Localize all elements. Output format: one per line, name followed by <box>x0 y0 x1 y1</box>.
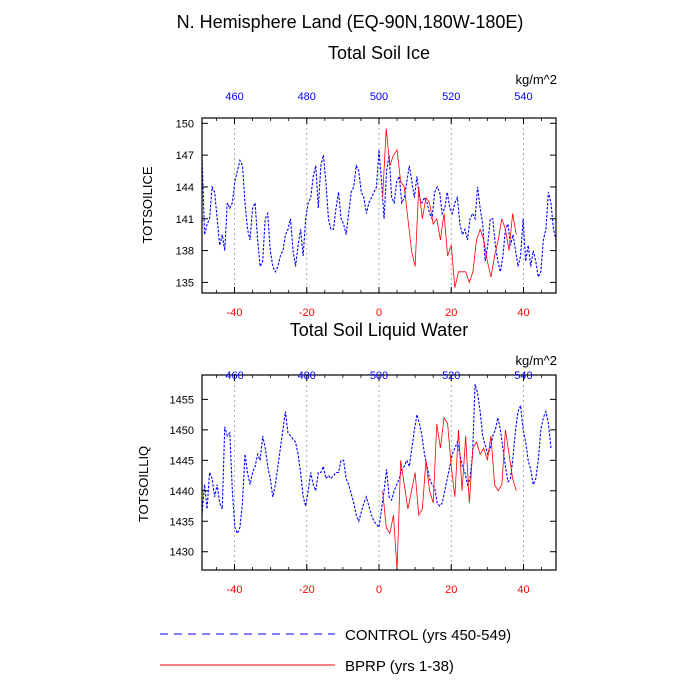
legend: CONTROL (yrs 450-549) BPRP (yrs 1-38) <box>160 627 511 675</box>
x-tick-label: 40 <box>517 584 529 596</box>
x-top-tick-label: 460 <box>225 91 243 103</box>
y-axis-label: TOTSOILICE <box>140 166 155 243</box>
x-top-tick-label: 500 <box>370 91 388 103</box>
y-tick-label: 1435 <box>170 516 194 528</box>
series-line-control <box>202 383 552 535</box>
units-label: kg/m^2 <box>515 72 557 87</box>
y-tick-label: 141 <box>176 214 194 226</box>
y-tick-label: 1440 <box>170 486 194 498</box>
chart-title: Total Soil Ice <box>328 43 430 63</box>
x-top-tick-label: 520 <box>442 370 460 382</box>
y-tick-label: 150 <box>176 118 194 130</box>
y-tick-label: 135 <box>176 277 194 289</box>
legend-label-control: CONTROL (yrs 450-549) <box>345 627 511 644</box>
series-line-bprp <box>382 416 517 570</box>
figure-title: N. Hemisphere Land (EQ-90N,180W-180E) <box>177 12 524 32</box>
y-tick-label: 1450 <box>170 425 194 437</box>
x-tick-label: -40 <box>227 584 243 596</box>
x-top-tick-label: 500 <box>370 370 388 382</box>
x-top-tick-label: 460 <box>225 370 243 382</box>
y-tick-label: 138 <box>176 246 194 258</box>
y-tick-label: 147 <box>176 150 194 162</box>
x-top-tick-label: 480 <box>298 91 316 103</box>
x-tick-label: 40 <box>517 307 529 319</box>
x-top-tick-label: 480 <box>298 370 316 382</box>
series-line-bprp <box>382 128 517 288</box>
x-top-tick-label: 540 <box>514 370 532 382</box>
x-tick-label: 0 <box>376 307 382 319</box>
x-tick-label: 20 <box>445 584 457 596</box>
legend-label-bprp: BPRP (yrs 1-38) <box>345 658 454 675</box>
x-tick-label: -20 <box>299 584 315 596</box>
series-line-control <box>202 149 556 279</box>
y-axis-label: TOTSOILLIQ <box>136 446 151 522</box>
x-tick-label: -40 <box>227 307 243 319</box>
chart-title: Total Soil Liquid Water <box>290 320 468 340</box>
x-tick-label: -20 <box>299 307 315 319</box>
x-tick-label: 20 <box>445 307 457 319</box>
x-top-tick-label: 520 <box>442 91 460 103</box>
chart-panel-soil-ice: Total Soil Ice kg/m^2 135 138 141 144 147 150 -4… <box>140 43 557 319</box>
y-tick-label: 144 <box>176 182 194 194</box>
x-top-tick-label: 540 <box>514 91 532 103</box>
chart-panel-soil-liquid: Total Soil Liquid Water kg/m^2 1430 1435 144… <box>136 320 557 596</box>
y-tick-label: 1445 <box>170 455 194 467</box>
x-tick-label: 0 <box>376 584 382 596</box>
units-label: kg/m^2 <box>515 353 557 368</box>
y-tick-label: 1455 <box>170 394 194 406</box>
y-tick-label: 1430 <box>170 547 194 559</box>
